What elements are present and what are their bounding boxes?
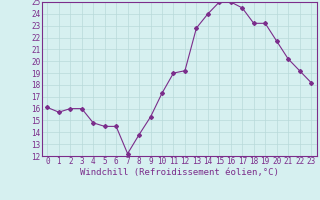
X-axis label: Windchill (Refroidissement éolien,°C): Windchill (Refroidissement éolien,°C)	[80, 168, 279, 177]
